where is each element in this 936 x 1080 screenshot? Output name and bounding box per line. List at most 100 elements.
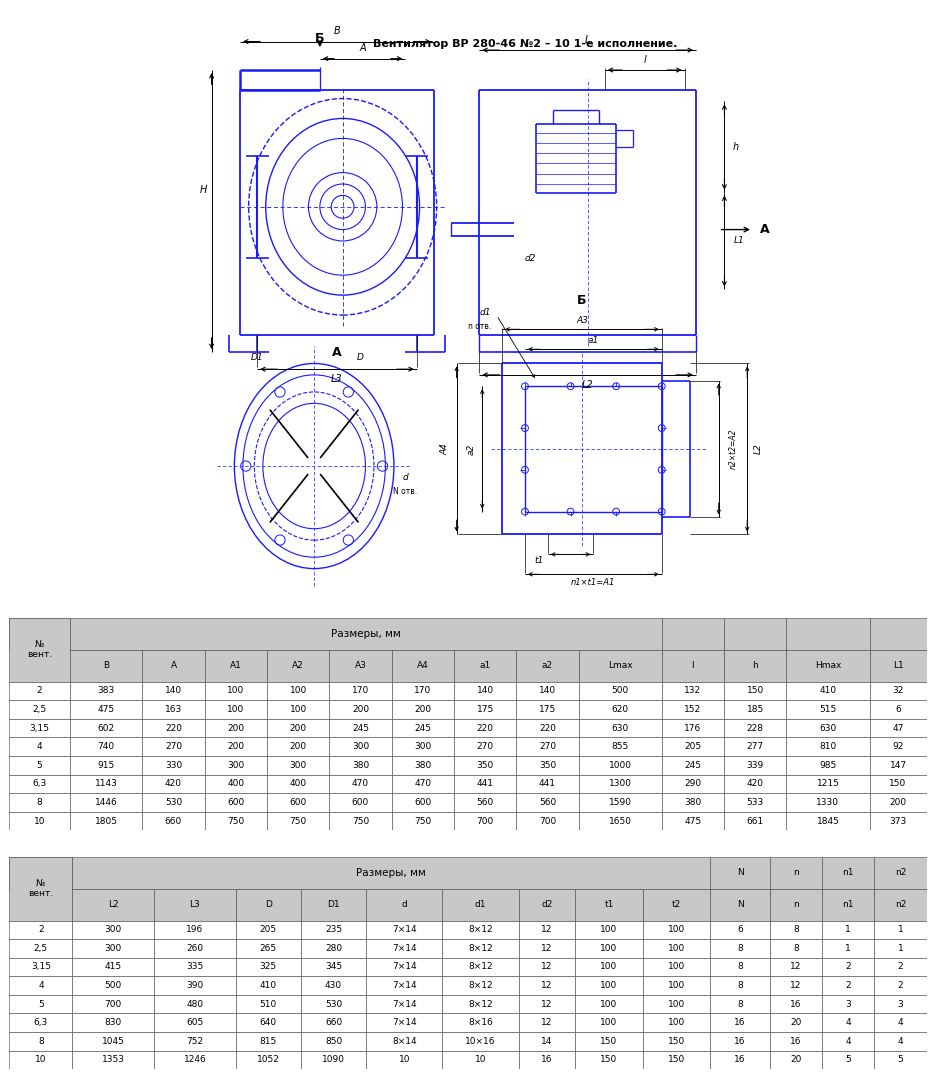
Text: 200: 200 [289,742,307,752]
Bar [154,889,236,920]
Text: 270: 270 [165,742,183,752]
Text: 1650: 1650 [608,816,632,825]
Bar [9,681,69,700]
Text: 335: 335 [186,962,203,972]
Text: 6,3: 6,3 [33,780,47,788]
Text: 176: 176 [684,724,701,732]
Bar [236,995,301,1013]
Text: 100: 100 [600,962,618,972]
Bar [643,995,710,1013]
Bar [454,738,517,756]
Bar [72,856,710,889]
Text: N: N [737,868,743,877]
Bar [391,812,454,831]
Bar [710,976,770,995]
Bar [72,995,154,1013]
Text: 410: 410 [819,687,837,696]
Text: 10: 10 [399,1055,410,1065]
Text: 8×12: 8×12 [468,1000,493,1009]
Bar [578,774,662,793]
Text: l: l [643,55,646,65]
Text: 380: 380 [684,798,701,807]
Text: 100: 100 [667,944,685,953]
Text: 100: 100 [600,926,618,934]
Bar [822,1013,874,1032]
Bar [576,920,643,940]
Text: 8: 8 [738,944,743,953]
Bar [724,650,786,681]
Text: 147: 147 [889,760,907,770]
Text: h: h [733,141,739,152]
Bar [578,719,662,738]
Bar [301,889,366,920]
Text: 300: 300 [415,742,431,752]
Bar [576,1013,643,1032]
Text: 533: 533 [747,798,764,807]
Bar [236,1051,301,1069]
Text: 750: 750 [352,816,369,825]
Bar [822,856,874,889]
Bar [154,1032,236,1051]
Bar [454,774,517,793]
Bar [9,1051,72,1069]
Text: 8×12: 8×12 [468,926,493,934]
Text: D: D [357,353,363,362]
Text: Б: Б [578,295,587,308]
Text: N: N [737,900,743,909]
Text: 100: 100 [600,981,618,990]
Text: 290: 290 [684,780,701,788]
Bar [443,995,519,1013]
Text: 330: 330 [165,760,183,770]
Text: 140: 140 [165,687,183,696]
Bar [786,812,870,831]
Bar [517,681,578,700]
Bar [9,958,72,976]
Text: d1: d1 [475,900,487,909]
Bar [770,1032,822,1051]
Bar [329,681,391,700]
Bar [142,719,205,738]
Bar [9,976,72,995]
Text: 8×12: 8×12 [468,981,493,990]
Bar [154,1051,236,1069]
Text: 3,15: 3,15 [31,962,51,972]
Bar [786,681,870,700]
Text: 810: 810 [819,742,837,752]
Text: 12: 12 [790,962,802,972]
Text: 8: 8 [738,962,743,972]
Text: 5: 5 [37,760,42,770]
Bar [519,1032,576,1051]
Bar [301,995,366,1013]
Bar [578,650,662,681]
Bar [519,958,576,976]
Bar [874,1013,927,1032]
Text: 228: 228 [747,724,764,732]
Text: L2: L2 [754,444,763,455]
Text: t1: t1 [605,900,614,909]
Bar [9,774,69,793]
Text: n1: n1 [842,900,854,909]
Bar [366,889,443,920]
Bar [154,920,236,940]
Text: n: n [793,900,799,909]
Text: 10: 10 [36,1055,47,1065]
Text: 2,5: 2,5 [33,705,47,714]
Text: 380: 380 [352,760,369,770]
Bar [69,756,142,774]
Text: Hmax: Hmax [814,661,841,671]
Text: 740: 740 [97,742,114,752]
Text: a2: a2 [542,661,553,671]
Bar [578,756,662,774]
Bar [662,650,724,681]
Bar [874,889,927,920]
Text: 1590: 1590 [608,798,632,807]
Text: 20: 20 [790,1055,802,1065]
Bar [519,889,576,920]
Text: 640: 640 [260,1018,277,1027]
Text: N отв.: N отв. [393,487,417,496]
Bar [236,920,301,940]
Text: 441: 441 [476,780,493,788]
Text: 515: 515 [819,705,837,714]
Text: 150: 150 [600,1037,618,1045]
Text: 855: 855 [611,742,629,752]
